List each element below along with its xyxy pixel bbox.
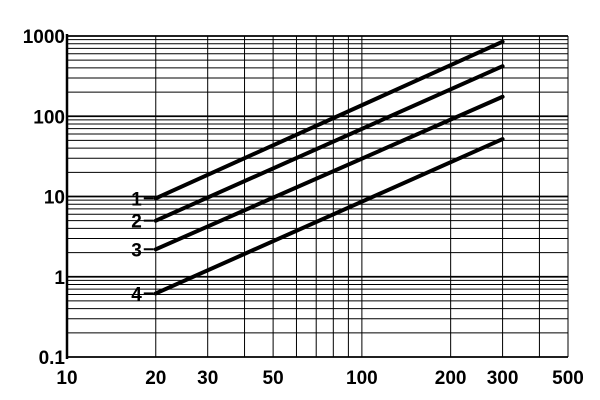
x-tick-label: 10 [56, 368, 77, 389]
x-tick-label: 200 [435, 368, 467, 389]
series-label: 2 [131, 212, 142, 233]
series-label: 4 [131, 284, 142, 305]
grid [66, 35, 569, 358]
x-tick-label: 500 [552, 368, 584, 389]
y-tick-label: 0.1 [39, 348, 66, 369]
x-tick-label: 30 [197, 368, 218, 389]
x-tick-label: 100 [346, 368, 378, 389]
series-labels: 12 3 4 [131, 189, 154, 305]
series-line [153, 94, 505, 252]
y-tick-label: 100 [33, 107, 65, 128]
series-line [153, 64, 505, 223]
series-line [153, 137, 505, 296]
y-tick-label: 1000 [23, 27, 65, 48]
x-tick-label: 20 [145, 368, 166, 389]
tick-labels: 0.1 1 10 100 1000 10 20 30 50 100 200 300 500 [23, 27, 584, 389]
y-tick-label: 10 [44, 188, 65, 209]
x-tick-label: 300 [487, 368, 519, 389]
series-label: 3 [131, 240, 142, 261]
y-tick-label: 1 [54, 268, 65, 289]
series-lines [153, 39, 505, 296]
x-tick-label: 50 [263, 368, 284, 389]
series-label: 1 [131, 189, 142, 210]
series-line [153, 39, 505, 201]
